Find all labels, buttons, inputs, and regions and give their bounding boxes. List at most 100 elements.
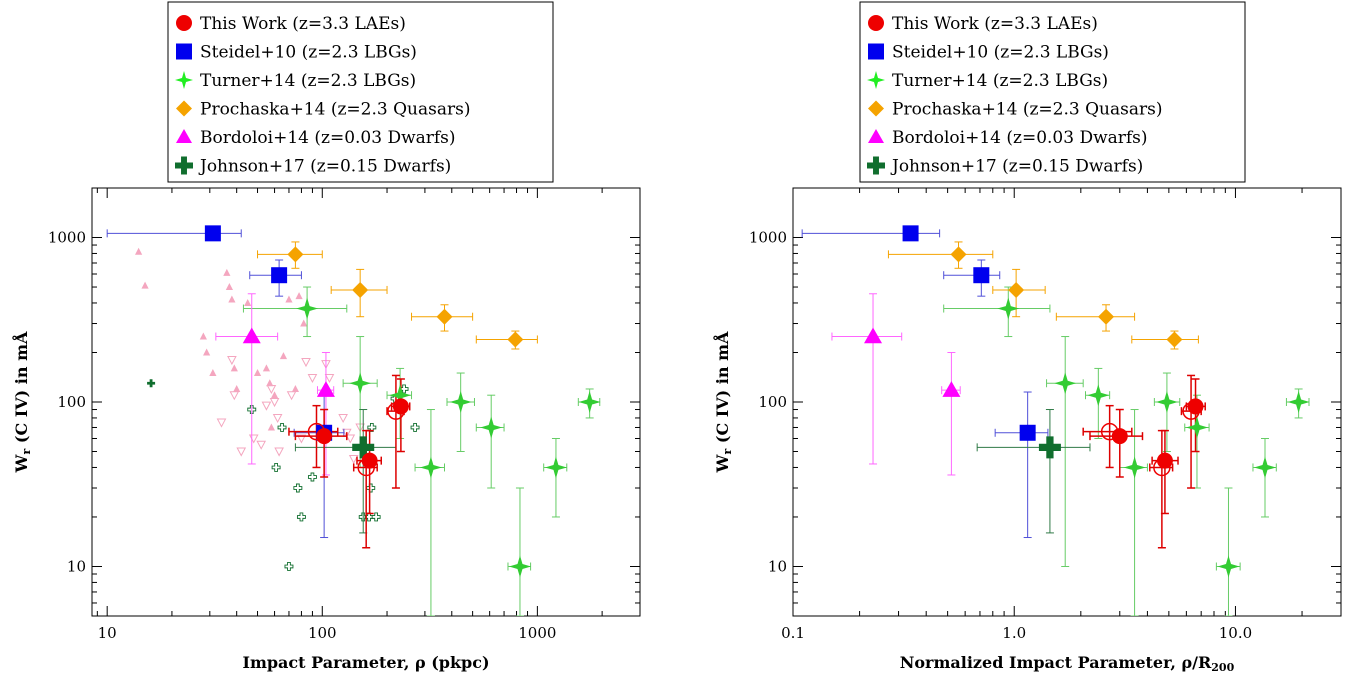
this-circle-marker <box>357 458 375 477</box>
legend-label: This Work (z=3.3 LAEs) <box>200 14 406 34</box>
bg-open-triangle-marker <box>324 373 335 384</box>
x-axis-label: Normalized Impact Parameter, ρ/R200 <box>900 653 1235 674</box>
turner14-star-marker <box>296 297 319 320</box>
bordoloi14-triangle-marker <box>242 327 261 344</box>
bg-triangle-marker <box>230 364 238 372</box>
johnson17-cross-marker <box>1038 436 1061 459</box>
bg-open-triangle-marker <box>338 413 348 424</box>
plot-frame <box>91 187 641 617</box>
bg-open-cross-marker <box>371 512 381 522</box>
legend-label: Prochaska+14 (z=2.3 Quasars) <box>892 100 1162 120</box>
legend-diamond-icon <box>868 100 884 117</box>
this-circle-marker <box>1111 428 1128 445</box>
y-axis-label-subscript: r <box>20 448 33 454</box>
turner14-star-marker <box>1054 372 1077 395</box>
y-axis-label: Wr (C IV) in mÅ <box>10 331 33 473</box>
this-circle-marker <box>392 398 409 415</box>
bg-triangle-marker <box>267 423 275 431</box>
prochaska14-diamond-marker <box>287 246 304 263</box>
turner14-star-marker <box>1287 391 1310 413</box>
x-tick-label: 10 <box>98 624 117 642</box>
this-circle-marker <box>1187 398 1204 415</box>
bg-triangle-marker <box>209 369 217 377</box>
this-circle-marker <box>1153 458 1171 477</box>
legend: This Work (z=3.3 LAEs) Steidel+10 (z=2.3 … <box>859 1 1246 183</box>
legend-square-icon <box>176 43 192 60</box>
bg-open-triangle-marker <box>348 455 359 465</box>
legend-star-icon <box>867 71 885 89</box>
bg-open-triangle-marker <box>272 413 283 424</box>
turner14-star-marker <box>1186 416 1208 439</box>
y-axis-label-rest: (C IV) in mÅ <box>10 331 31 449</box>
prochaska14-diamond-marker <box>507 331 524 348</box>
x-axis-label: Impact Parameter, ρ (pkpc) <box>242 653 489 672</box>
bg-open-triangle-marker <box>256 440 267 450</box>
bg-open-cross-marker <box>293 483 303 493</box>
prochaska14-diamond-marker <box>436 308 453 325</box>
bg-open-triangle-marker <box>269 398 280 408</box>
steidel10-square-marker <box>973 267 990 284</box>
x-tick-label: 10.0 <box>1219 624 1252 642</box>
bg-triangle-marker <box>266 379 274 387</box>
legend: This Work (z=3.3 LAEs) Steidel+10 (z=2.3 … <box>167 1 554 183</box>
turner14-star-marker <box>419 456 442 479</box>
turner14-star-marker <box>1217 555 1240 578</box>
bg-cross-marker <box>147 379 156 388</box>
steidel10-square-marker <box>902 225 919 242</box>
legend-square-icon <box>868 43 884 60</box>
bg-triangle-marker <box>291 384 300 392</box>
bg-open-triangle-marker <box>229 391 240 401</box>
bordoloi14-triangle-marker <box>864 327 883 344</box>
johnson17-cross-marker <box>352 436 375 459</box>
bg-triangle-marker <box>199 332 207 340</box>
bg-open-triangle-marker <box>296 434 307 444</box>
this-circle-marker <box>316 428 333 445</box>
bg-open-cross-marker <box>271 463 281 472</box>
steidel10-square-marker <box>1019 424 1036 441</box>
bg-open-triangle-marker <box>261 401 272 411</box>
turner14-star-marker <box>1087 384 1110 407</box>
legend-triangle-icon <box>868 129 884 143</box>
bg-open-cross-marker <box>307 472 317 482</box>
this-circle-marker <box>1100 422 1119 441</box>
bg-triangle-marker <box>270 391 279 399</box>
y-tick-label: 1000 <box>749 229 787 247</box>
bg-open-triangle-marker <box>227 356 237 366</box>
data-layer <box>106 225 601 616</box>
bg-triangle-marker <box>253 369 262 377</box>
steidel10-square-marker <box>204 225 221 242</box>
bg-triangle-marker <box>279 352 288 360</box>
legend-cross-icon <box>175 156 193 175</box>
turner14-star-marker <box>480 416 503 439</box>
turner14-star-marker <box>389 384 412 407</box>
this-circle-marker <box>387 402 405 420</box>
bg-open-triangle-marker <box>307 373 318 384</box>
bg-open-cross-marker <box>367 423 377 432</box>
this-circle-marker <box>307 422 326 441</box>
legend-label: Bordoloi+14 (z=0.03 Dwarfs) <box>200 128 456 148</box>
bg-triangle-marker <box>135 247 143 255</box>
turner14-star-marker <box>1254 456 1276 479</box>
bg-open-cross-marker <box>410 423 420 432</box>
legend-label: Johnson+17 (z=0.15 Dwarfs) <box>890 157 1143 177</box>
bg-open-triangle-marker <box>248 434 259 444</box>
right-panel: 0.1 1.0 10.0 10 100 1000 Normalized Impact Par… <box>711 1 1342 674</box>
bg-open-triangle-marker <box>236 447 247 457</box>
prochaska14-diamond-marker <box>1008 281 1025 298</box>
prochaska14-diamond-marker <box>1166 331 1183 348</box>
legend-label: This Work (z=3.3 LAEs) <box>892 14 1098 34</box>
bg-triangle-marker <box>223 268 231 276</box>
bordoloi14-triangle-marker <box>942 381 961 397</box>
bg-open-cross-marker <box>284 562 294 571</box>
bordoloi14-triangle-marker <box>316 381 335 397</box>
turner14-star-marker <box>544 456 567 479</box>
prochaska14-diamond-marker <box>950 246 967 263</box>
y-tick-label: 100 <box>57 393 86 411</box>
x-axis-label-subscript: 200 <box>1211 661 1234 674</box>
legend-label: Prochaska+14 (z=2.3 Quasars) <box>200 100 470 120</box>
bg-open-triangle-marker <box>345 434 356 444</box>
bg-open-cross-marker <box>366 483 376 493</box>
ticks <box>92 187 641 617</box>
y-axis-label-rest: (C IV) in mÅ <box>711 331 732 449</box>
